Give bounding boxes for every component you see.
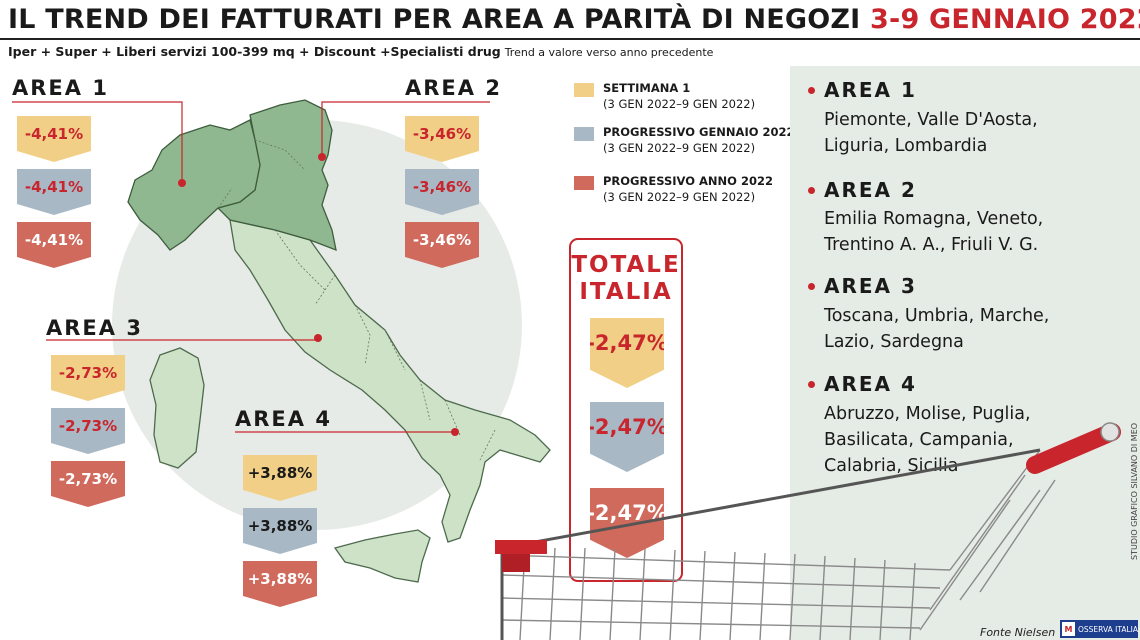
panel-area3-title: AREA 3 — [824, 274, 917, 298]
legend-year-range: (3 GEN 2022–9 GEN 2022) — [603, 190, 756, 204]
shopping-cart-icon — [495, 422, 1121, 640]
legend-month-label: PROGRESSIVO GENNAIO 2022 — [603, 125, 795, 139]
title-rule — [0, 38, 1140, 40]
map-area1 — [127, 119, 261, 251]
regions-panel: AREA 1 Piemonte, Valle D'Aosta, Liguria,… — [790, 66, 1140, 640]
graphic-credit: STUDIO GRAFICO SILVANO DI MEO — [1130, 422, 1139, 560]
panel-area1-regions: Piemonte, Valle D'Aosta, Liguria, Lombar… — [824, 107, 1038, 159]
subtitle-note: Trend a valore verso anno precedente — [504, 46, 714, 59]
legend-month-range: (3 GEN 2022–9 GEN 2022) — [603, 141, 756, 155]
panel-area1-title: AREA 1 — [824, 78, 917, 102]
panel-area4-title: AREA 4 — [824, 372, 917, 396]
area3-label: AREA 3 — [46, 316, 143, 340]
area3-month-badge: -2,73% — [51, 408, 125, 454]
subtitle: Iper + Super + Liberi servizi 100-399 mq… — [8, 44, 713, 59]
area1-month-badge: -4,41% — [17, 169, 91, 215]
area2-year-badge: -3,46% — [405, 222, 479, 268]
logo-text: OSSERVA ITALIA — [1078, 624, 1138, 634]
legend-year-label: PROGRESSIVO ANNO 2022 — [603, 174, 773, 188]
area2-week-badge: -3,46% — [405, 116, 479, 162]
title-date: 3-9 GENNAIO 2022 — [870, 4, 1140, 35]
panel-area3-dot — [808, 283, 815, 290]
area3-week-badge: -2,73% — [51, 355, 125, 401]
area4-year-badge: +3,88% — [243, 561, 317, 607]
legend-year-swatch — [574, 176, 594, 190]
area1-label: AREA 1 — [12, 76, 109, 100]
logo-mark: M — [1062, 622, 1075, 636]
legend-week-range: (3 GEN 2022–9 GEN 2022) — [603, 97, 756, 111]
map-sicily — [333, 529, 431, 583]
area1-week-badge: -4,41% — [17, 116, 91, 162]
panel-area4-regions-line1: Abruzzo, Molise, Puglia, — [824, 404, 1031, 424]
area4-month-badge: +3,88% — [243, 508, 317, 554]
area4-label: AREA 4 — [235, 407, 332, 431]
area2-label: AREA 2 — [405, 76, 502, 100]
panel-area2-regions: Emilia Romagna, Veneto, Trentino A. A., … — [824, 206, 1043, 258]
page-title: IL TREND DEI FATTURATI PER AREA A PARITÀ… — [8, 4, 1140, 35]
total-week-badge: -2,47% — [590, 318, 664, 388]
area1-year-badge: -4,41% — [17, 222, 91, 268]
panel-area2-dot — [808, 187, 815, 194]
total-title-line2: ITALIA — [579, 279, 673, 305]
subtitle-text: Iper + Super + Liberi servizi 100-399 mq… — [8, 44, 501, 59]
area3-year-badge: -2,73% — [51, 461, 125, 507]
legend-month-swatch — [574, 127, 594, 141]
panel-area4-regions-line2: Basilicata, Campania, — [824, 430, 1014, 450]
panel-area1-dot — [808, 87, 815, 94]
source-note: Fonte Nielsen — [980, 626, 1056, 639]
total-italia-box: TOTALE ITALIA -2,47% -2,47% -2,47% — [569, 238, 683, 582]
panel-area4-regions: Abruzzo, Molise, Puglia, Basilicata, Cam… — [824, 401, 1031, 479]
area2-leader — [321, 101, 490, 157]
panel-area1-regions-line1: Piemonte, Valle D'Aosta, — [824, 110, 1038, 130]
area1-leader — [12, 101, 183, 183]
area4-week-badge: +3,88% — [243, 455, 317, 501]
legend-week-swatch — [574, 83, 594, 97]
map-region-borders — [217, 139, 496, 461]
panel-area2-regions-line1: Emilia Romagna, Veneto, — [824, 209, 1044, 229]
legend-week-label: SETTIMANA 1 — [603, 81, 691, 95]
total-title-line1: TOTALE — [571, 252, 681, 278]
panel-area1-regions-line2: Liguria, Lombardia — [824, 136, 988, 156]
panel-area2-title: AREA 2 — [824, 178, 917, 202]
title-main: IL TREND DEI FATTURATI PER AREA A PARITÀ… — [8, 4, 861, 35]
panel-area2-regions-line2: Trentino A. A., Friuli V. G. — [824, 235, 1039, 255]
osserva-italia-logo: M OSSERVA ITALIA — [1060, 620, 1138, 638]
italy-map — [127, 99, 551, 583]
map-south — [229, 219, 551, 543]
panel-area3-regions: Toscana, Umbria, Marche, Lazio, Sardegna — [824, 303, 1049, 355]
panel-area4-dot — [808, 381, 815, 388]
area2-month-badge: -3,46% — [405, 169, 479, 215]
panel-area3-regions-line2: Lazio, Sardegna — [824, 332, 964, 352]
total-title: TOTALE ITALIA — [571, 252, 681, 306]
panel-area3-regions-line1: Toscana, Umbria, Marche, — [824, 306, 1050, 326]
map-sardinia — [149, 347, 205, 469]
